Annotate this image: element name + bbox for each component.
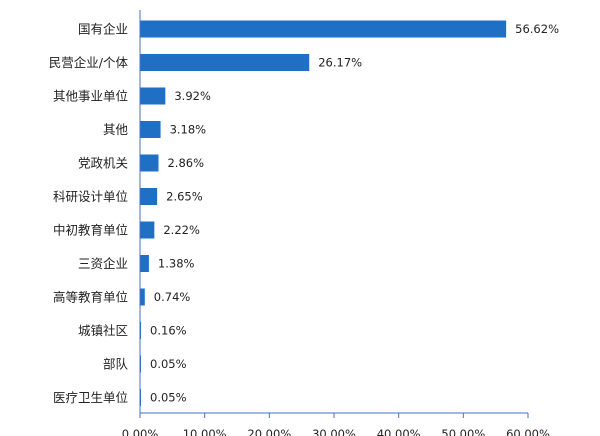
- bar: [140, 154, 159, 172]
- category-label: 城镇社区: [78, 323, 128, 338]
- bar: [140, 87, 166, 105]
- category-label: 高等教育单位: [53, 290, 128, 305]
- value-label: 56.62%: [515, 22, 559, 36]
- value-label: 0.05%: [150, 391, 187, 405]
- x-tick-label: 20.00%: [247, 427, 291, 436]
- bar: [140, 20, 507, 38]
- category-label: 国有企业: [78, 22, 128, 37]
- category-label: 科研设计单位: [53, 189, 128, 204]
- x-tick-label: 0.00%: [122, 427, 159, 436]
- x-tick-label: 60.00%: [506, 427, 550, 436]
- category-labels: 国有企业民营企业/个体其他事业单位其他党政机关科研设计单位中初教育单位三资企业高…: [49, 22, 129, 406]
- bar: [140, 255, 149, 272]
- x-tick-label: 40.00%: [377, 427, 421, 436]
- value-label: 3.18%: [170, 123, 207, 137]
- bar: [140, 221, 155, 239]
- value-label: 2.86%: [167, 156, 204, 170]
- x-axis-ticks: 0.00% 10.00% 20.00% 30.00% 40.00% 50.00% 60.00…: [122, 413, 550, 436]
- bar: [140, 54, 310, 71]
- value-label: 2.65%: [166, 190, 203, 204]
- bar: [140, 121, 161, 138]
- bars-group: [140, 20, 507, 406]
- bar: [140, 288, 145, 306]
- value-label: 1.38%: [158, 257, 195, 271]
- x-tick-label: 30.00%: [312, 427, 356, 436]
- bar: [140, 322, 142, 339]
- value-labels: 56.62% 26.17% 3.92% 3.18% 2.86% 2.65% 2.22% 1.3…: [150, 22, 559, 405]
- category-label: 中初教育单位: [53, 223, 128, 238]
- bar: [140, 188, 158, 205]
- value-label: 0.05%: [150, 357, 187, 371]
- category-label: 医疗卫生单位: [53, 390, 128, 405]
- value-label: 0.16%: [150, 324, 187, 338]
- category-label: 部队: [103, 357, 129, 372]
- value-label: 3.92%: [174, 89, 211, 103]
- category-label: 党政机关: [78, 156, 128, 171]
- category-label: 其他: [103, 122, 129, 137]
- value-label: 2.22%: [163, 223, 200, 237]
- category-label: 其他事业单位: [53, 89, 128, 104]
- category-label: 三资企业: [78, 256, 128, 271]
- value-label: 26.17%: [318, 56, 362, 70]
- x-tick-label: 10.00%: [183, 427, 227, 436]
- x-tick-label: 50.00%: [441, 427, 485, 436]
- value-label: 0.74%: [154, 290, 191, 304]
- category-label: 民营企业/个体: [49, 55, 129, 70]
